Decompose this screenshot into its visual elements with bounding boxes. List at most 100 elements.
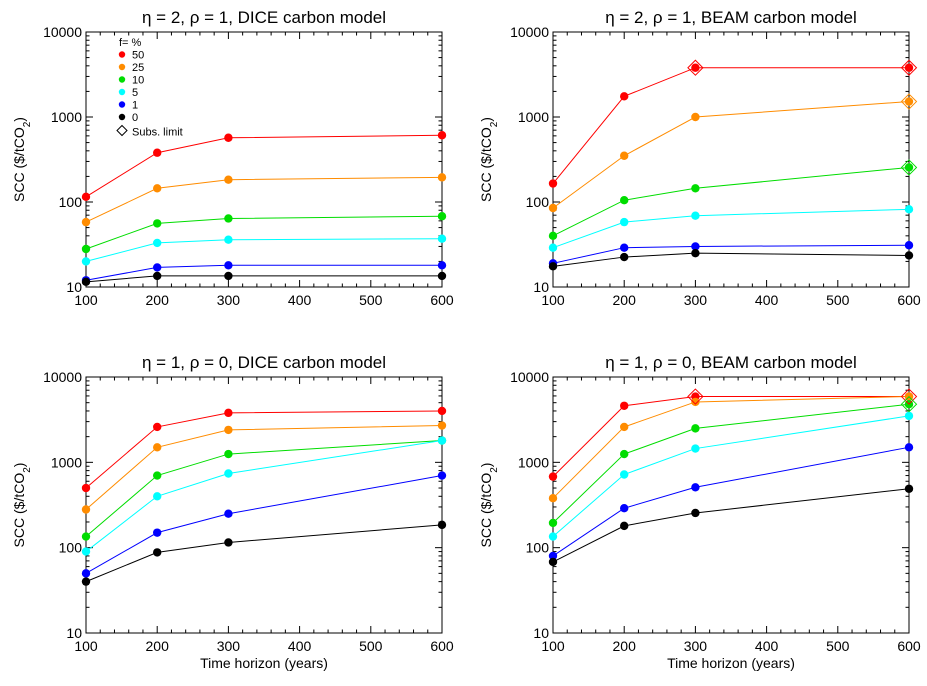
data-point [153,471,162,480]
chart-panel-3: η = 1, ρ = 0, DICE carbon model 100 200 300… [11,353,454,671]
data-point [437,173,447,182]
y-tick-label: 100 [59,540,83,556]
data-point [81,257,91,266]
data-point [904,163,914,172]
chart-panel-4: η = 1, ρ = 0, BEAM carbon model 100 200 300… [478,353,921,671]
data-point [548,203,558,213]
data-point [153,238,162,248]
data-point [224,538,233,547]
data-point [620,243,629,252]
data-point [153,263,162,272]
series-line [552,166,910,237]
data-point [620,217,629,227]
data-point [153,184,162,193]
data-point [691,508,700,518]
series-line [552,101,910,209]
series-line [552,67,909,184]
x-tick-label: 400 [755,638,779,654]
legend-marker [118,51,126,58]
data-point [691,184,700,193]
subs-limit-marker [900,388,918,405]
data-point [620,449,629,459]
x-tick-label: 100 [74,638,98,654]
data-point [437,520,447,530]
data-point [691,242,700,251]
series-line [552,244,910,264]
data-point [81,505,91,514]
x-tick-label: 200 [146,638,170,654]
series-line [85,134,443,198]
subs-limit-marker [900,395,918,413]
series-line [552,396,909,477]
y-tick-label: 1000 [518,454,549,470]
data-point [224,261,233,270]
chart-title: η = 2, ρ = 1, BEAM carbon model [605,8,857,27]
x-tick-label: 300 [217,638,241,654]
data-point [620,401,629,410]
x-tick-label: 600 [897,638,921,654]
plot-frame [552,31,910,288]
data-point [548,493,558,503]
y-axis-label: SCC ($/tCO2) [11,463,33,548]
series-line [85,425,443,510]
x-axis-label: Time horizon (years) [200,655,328,671]
legend-marker [118,113,126,121]
y-tick-label: 10000 [43,369,82,385]
legend-label: Subs. limit [132,127,183,139]
series-line [552,446,910,557]
data-point [153,422,162,432]
series-line [552,208,910,249]
x-tick-label: 500 [826,638,850,654]
legend-diamond-icon [116,124,128,137]
data-point [224,425,233,435]
series-line [85,275,442,283]
data-point [153,492,162,501]
data-point [691,112,700,122]
data-point [224,175,233,184]
data-point [224,469,233,478]
legend-marker [118,63,126,71]
x-tick-label: 600 [897,292,921,308]
x-tick-label: 100 [541,292,565,308]
data-point [904,484,914,493]
data-point [224,133,233,142]
data-point [81,577,91,586]
x-tick-label: 200 [146,292,170,308]
data-point [153,548,162,557]
y-axis-label: SCC ($/tCO2) [478,463,500,548]
series-line [85,440,443,552]
data-point [153,271,162,281]
x-tick-label: 300 [684,292,708,308]
legend-label: 1 [132,100,138,112]
x-tick-label: 200 [613,292,637,308]
data-point [691,211,700,220]
series-line [85,524,443,583]
series-line [85,440,443,537]
data-point [620,504,629,513]
legend-marker [118,101,126,108]
data-point [437,421,447,430]
series-line [552,252,910,267]
data-point [691,63,700,72]
x-tick-label: 300 [684,638,708,654]
series-line [85,264,442,281]
data-point [224,271,233,281]
subs-limit-marker [687,59,704,76]
data-point [620,470,629,479]
legend-label: 25 [132,62,144,74]
legend-label: 0 [132,112,138,124]
data-point [81,217,91,227]
y-tick-label: 10 [533,279,549,295]
data-point [153,148,162,157]
y-tick-label: 1000 [51,109,82,125]
legend-label: 10 [132,75,144,87]
data-point [620,92,629,101]
data-point [548,243,558,252]
data-point [548,179,558,188]
data-point [81,532,91,541]
x-tick-label: 400 [288,638,312,654]
legend-title: f= % [119,37,142,49]
data-point [691,444,700,453]
subs-limit-marker [900,93,918,110]
